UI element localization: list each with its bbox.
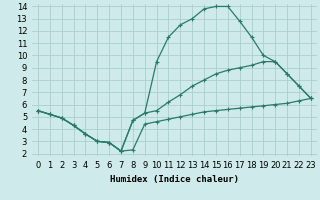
X-axis label: Humidex (Indice chaleur): Humidex (Indice chaleur) [110,175,239,184]
